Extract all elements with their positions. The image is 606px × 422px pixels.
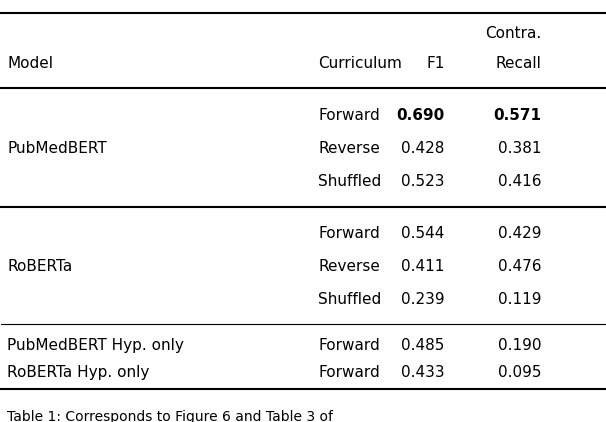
Text: 0.416: 0.416 bbox=[498, 174, 541, 189]
Text: PubMedBERT: PubMedBERT bbox=[7, 141, 107, 156]
Text: 0.239: 0.239 bbox=[401, 292, 445, 307]
Text: Reverse: Reverse bbox=[318, 141, 380, 156]
Text: Forward: Forward bbox=[318, 108, 380, 124]
Text: F1: F1 bbox=[427, 57, 445, 71]
Text: 0.571: 0.571 bbox=[493, 108, 541, 124]
Text: 0.523: 0.523 bbox=[401, 174, 445, 189]
Text: Reverse: Reverse bbox=[318, 259, 380, 274]
Text: 0.411: 0.411 bbox=[401, 259, 445, 274]
Text: Recall: Recall bbox=[495, 57, 541, 71]
Text: 0.119: 0.119 bbox=[498, 292, 541, 307]
Text: Forward: Forward bbox=[318, 226, 380, 241]
Text: Shuffled: Shuffled bbox=[318, 174, 381, 189]
Text: 0.095: 0.095 bbox=[498, 365, 541, 380]
Text: 0.429: 0.429 bbox=[498, 226, 541, 241]
Text: 0.544: 0.544 bbox=[401, 226, 445, 241]
Text: Model: Model bbox=[7, 57, 53, 71]
Text: Table 1: Corresponds to Figure 6 and Table 3 of: Table 1: Corresponds to Figure 6 and Tab… bbox=[7, 410, 333, 422]
Text: Curriculum: Curriculum bbox=[318, 57, 402, 71]
Text: Contra.: Contra. bbox=[485, 25, 541, 41]
Text: RoBERTa: RoBERTa bbox=[7, 259, 73, 274]
Text: 0.485: 0.485 bbox=[401, 338, 445, 353]
Text: Shuffled: Shuffled bbox=[318, 292, 381, 307]
Text: Forward: Forward bbox=[318, 338, 380, 353]
Text: 0.381: 0.381 bbox=[498, 141, 541, 156]
Text: 0.428: 0.428 bbox=[401, 141, 445, 156]
Text: 0.433: 0.433 bbox=[401, 365, 445, 380]
Text: 0.476: 0.476 bbox=[498, 259, 541, 274]
Text: 0.190: 0.190 bbox=[498, 338, 541, 353]
Text: PubMedBERT Hyp. only: PubMedBERT Hyp. only bbox=[7, 338, 184, 353]
Text: 0.690: 0.690 bbox=[396, 108, 445, 124]
Text: RoBERTa Hyp. only: RoBERTa Hyp. only bbox=[7, 365, 150, 380]
Text: Forward: Forward bbox=[318, 365, 380, 380]
